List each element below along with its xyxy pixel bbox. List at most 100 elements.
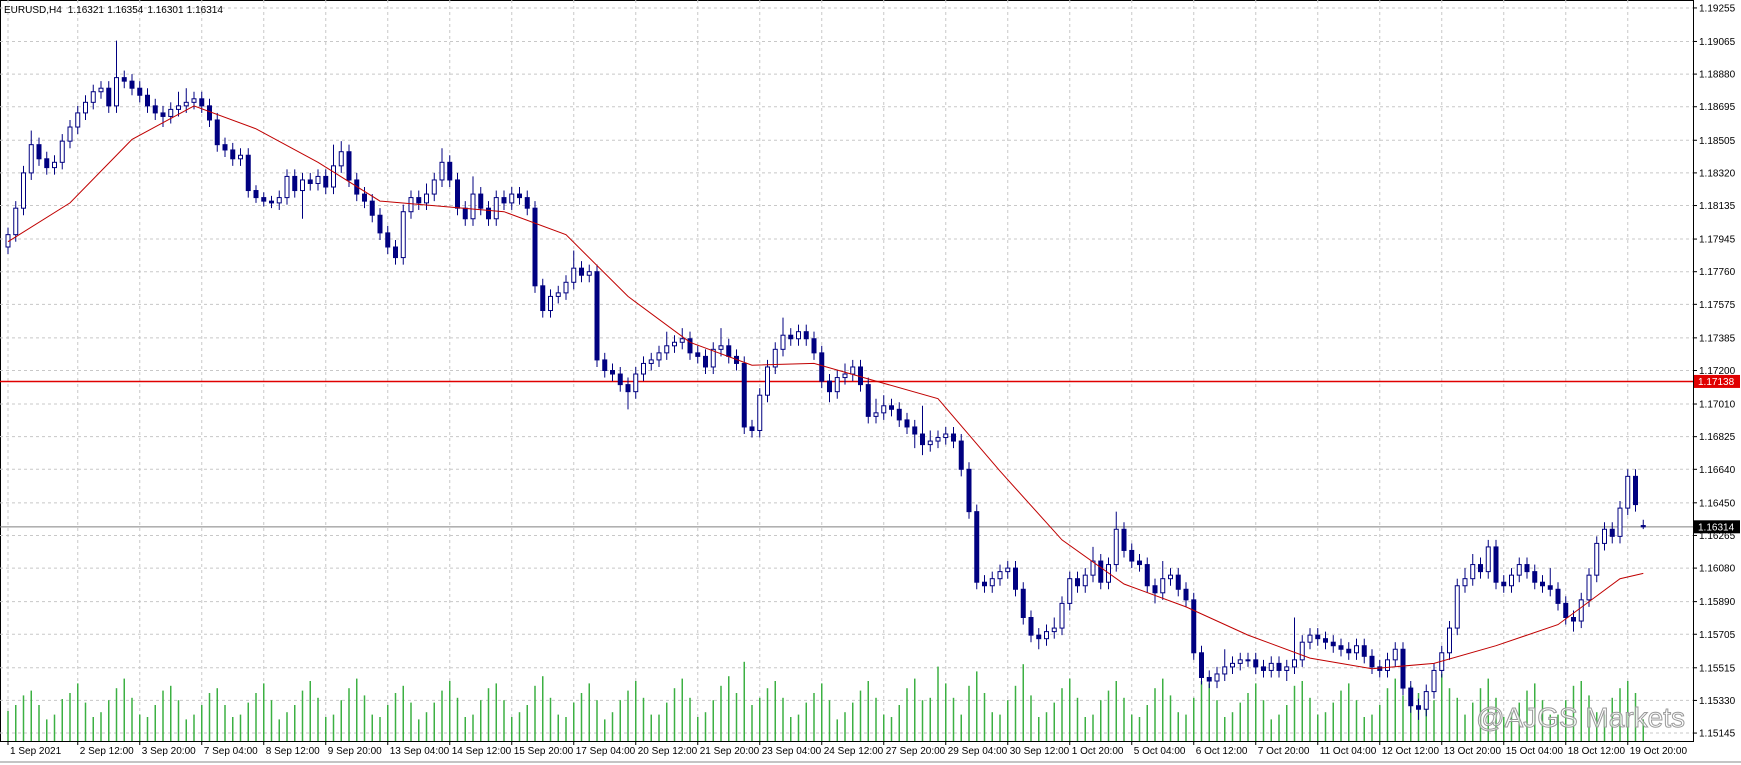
- candle-body: [338, 151, 344, 167]
- candle-body: [889, 405, 894, 410]
- y-tick-label: 1.15145: [1699, 729, 1736, 740]
- y-tick-label: 1.16450: [1699, 498, 1736, 509]
- candle-body: [726, 345, 732, 357]
- candle-body: [540, 285, 546, 312]
- candle-body: [1462, 578, 1468, 587]
- candle-body: [1454, 585, 1460, 629]
- x-tick-label: 23 Sep 04:00: [762, 746, 822, 757]
- candle-body: [307, 179, 313, 184]
- candle-body: [1206, 676, 1212, 682]
- candle-body: [1408, 687, 1414, 707]
- candle-body: [447, 161, 453, 181]
- candle-body: [1509, 574, 1514, 587]
- price-box: [1694, 520, 1740, 534]
- candle-body: [1129, 549, 1135, 562]
- candle-body: [602, 359, 608, 371]
- candle-body: [1090, 560, 1096, 576]
- candle-body: [1307, 634, 1313, 643]
- candle-body: [1067, 578, 1073, 604]
- candle-body: [393, 246, 398, 259]
- x-tick-label: 17 Sep 04:00: [576, 746, 636, 757]
- x-tick-label: 19 Oct 20:00: [1630, 746, 1688, 757]
- candle-body: [579, 267, 584, 276]
- candle-body: [269, 200, 274, 204]
- x-tick-label: 12 Oct 12:00: [1382, 746, 1440, 757]
- candle-body: [1230, 662, 1235, 668]
- candle-body: [1532, 571, 1538, 583]
- candle-body: [958, 440, 964, 470]
- candle-body: [679, 338, 685, 343]
- candle-body: [1075, 578, 1080, 587]
- header-high: 1.16354: [107, 5, 144, 16]
- x-tick-label: 29 Sep 04:00: [948, 746, 1008, 757]
- candle-body: [493, 197, 499, 220]
- candle-body: [183, 101, 189, 107]
- candle-body: [610, 370, 615, 375]
- candle-body: [509, 193, 515, 204]
- candle-body: [1214, 673, 1220, 682]
- candle-body: [1640, 525, 1646, 528]
- candle-body: [1199, 652, 1204, 678]
- candle-body: [912, 426, 918, 435]
- candle-body: [152, 105, 158, 114]
- candle-body: [214, 119, 220, 146]
- candle-body: [276, 197, 282, 204]
- y-tick-label: 1.19065: [1699, 37, 1736, 48]
- y-tick-label: 1.16825: [1699, 432, 1736, 443]
- candle-body: [772, 348, 778, 368]
- candle-body: [1571, 617, 1576, 622]
- candle-body: [1617, 507, 1623, 537]
- x-tick-label: 20 Sep 12:00: [638, 746, 698, 757]
- candle-body: [168, 108, 174, 117]
- candle-body: [1059, 602, 1065, 629]
- candle-body: [1578, 599, 1584, 622]
- candle-body: [997, 571, 1003, 580]
- y-tick-label: 1.16080: [1699, 564, 1736, 575]
- y-tick-label: 1.18505: [1699, 136, 1736, 147]
- candle-body: [222, 144, 228, 151]
- candle-body: [672, 341, 677, 347]
- candle-body: [1276, 662, 1282, 671]
- candle-body: [1253, 659, 1259, 668]
- header-close: 1.16314: [187, 5, 224, 16]
- candle-body: [1602, 528, 1607, 544]
- candle-body: [1563, 602, 1569, 619]
- candle-body: [439, 161, 445, 181]
- candle-body: [44, 158, 50, 169]
- x-tick-label: 15 Sep 20:00: [514, 746, 574, 757]
- x-tick-label: 14 Sep 12:00: [452, 746, 512, 757]
- y-tick-label: 1.16640: [1699, 465, 1736, 476]
- y-tick-label: 1.17200: [1699, 366, 1736, 377]
- candle-body: [1423, 691, 1429, 710]
- candle-body: [1082, 574, 1088, 587]
- candle-body: [261, 197, 267, 202]
- candle-body: [1431, 669, 1437, 693]
- candle-body: [36, 144, 42, 160]
- candle-body: [486, 207, 491, 220]
- candle-body: [75, 112, 81, 128]
- candle-body: [1268, 662, 1274, 671]
- candle-body: [935, 437, 941, 442]
- candle-body: [377, 214, 383, 234]
- candle-body: [788, 334, 794, 340]
- candle-body: [1501, 581, 1507, 587]
- candle-body: [1191, 599, 1197, 654]
- candle-body: [408, 197, 414, 213]
- candle-body: [811, 338, 817, 354]
- candle-body: [741, 362, 747, 428]
- candle-body: [1137, 560, 1142, 566]
- candle-body: [1547, 585, 1553, 590]
- chart-header: EURUSD,H4 1.16321 1.16354 1.16301 1.16314: [4, 5, 223, 16]
- candle-body: [532, 207, 538, 287]
- x-tick-label: 13 Oct 20:00: [1444, 746, 1502, 757]
- candle-body: [1524, 564, 1530, 573]
- candle-body: [1044, 631, 1049, 640]
- x-tick-label: 21 Sep 20:00: [700, 746, 760, 757]
- candle-body: [1098, 560, 1104, 583]
- candle-body: [555, 292, 561, 297]
- candle-body: [943, 433, 949, 439]
- y-tick-label: 1.15330: [1699, 696, 1736, 707]
- candle-body: [1020, 588, 1026, 618]
- y-tick-label: 1.17575: [1699, 300, 1736, 311]
- candle-body: [1470, 564, 1476, 580]
